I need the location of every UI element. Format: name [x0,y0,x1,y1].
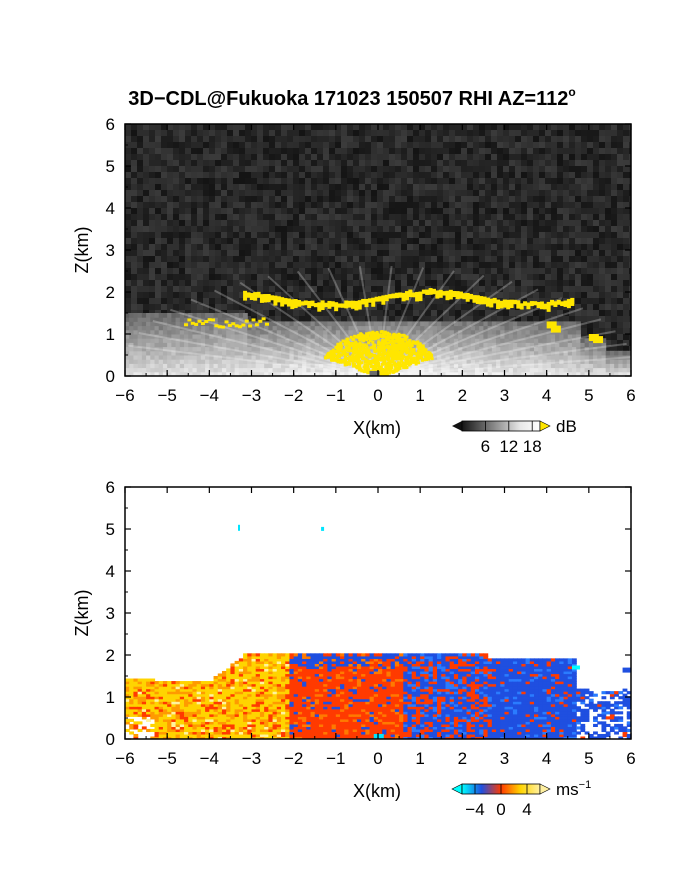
x-tick-label: 0 [373,386,382,405]
colorbar-high-arrow [539,783,551,795]
x-tick-label: 4 [542,386,551,405]
x-tick-label: −6 [115,386,134,405]
x-tick-label: −3 [242,749,261,768]
y-tick-label: 5 [106,157,115,176]
colorbar-tick-label: 18 [523,437,542,456]
x-tick-label: −1 [326,386,345,405]
colorbar-gradient [461,420,541,432]
x-tick-label: 4 [542,749,551,768]
chart-title: 3D−CDL@Fukuoka 171023 150507 RHI AZ=112o [128,85,575,110]
reflectivity-echo [125,266,631,376]
x-tick-label: 2 [458,386,467,405]
x-tick-label: −1 [326,749,345,768]
y-tick-label: 4 [106,562,115,581]
colorbar-low-arrow [452,421,462,431]
x-tick-label: −5 [157,749,176,768]
colorbar-unit: dB [556,417,577,436]
x-tick-label: −4 [200,749,219,768]
x-tick-label: −3 [242,386,261,405]
y-tick-label: 0 [106,730,115,749]
x-tick-label: 5 [584,386,593,405]
x-tick-label: 3 [500,386,509,405]
x-tick-label: −6 [115,749,134,768]
colorbar-low-arrow [451,783,463,795]
x-tick-label: −2 [284,749,303,768]
x-tick-label: −4 [200,386,219,405]
x-tick-label: −5 [157,386,176,405]
x-tick-label: −2 [284,386,303,405]
colorbar-tick-label: 4 [522,800,531,819]
title-degree-mark: o [568,85,575,99]
y-tick-label: 1 [106,325,115,344]
y-tick-label: 4 [106,199,115,218]
x-tick-label: 5 [584,749,593,768]
velocity-xlabel: X(km) [353,781,401,801]
y-tick-label: 3 [106,604,115,623]
velocity-colorbar: −4 0 4 ms−1 [451,779,591,819]
colorbar-ticks: −4 0 4 [465,784,532,819]
velocity-ylabel: Z(km) [72,590,92,637]
x-tick-label: 2 [458,749,467,768]
reflectivity-xlabel: X(km) [353,418,401,438]
y-tick-label: 6 [106,115,115,134]
colorbar-ticks: 6 12 18 [481,421,542,456]
y-tick-label: 3 [106,241,115,260]
x-tick-label: 1 [415,386,424,405]
y-tick-label: 5 [106,520,115,539]
x-tick-label: 6 [626,749,635,768]
colorbar-unit: ms−1 [556,779,591,799]
x-tick-label: 1 [415,749,424,768]
y-tick-label: 2 [106,646,115,665]
reflectivity-colorbar: 6 12 18 dB [452,417,577,456]
y-tick-label: 1 [106,688,115,707]
y-tick-label: 0 [106,367,115,386]
colorbar-high-arrow [539,420,551,432]
x-tick-label: 6 [626,386,635,405]
x-tick-label: 3 [500,749,509,768]
y-tick-label: 6 [106,478,115,497]
reflectivity-axes: −6 −5 −4 −3 −2 −1 0 1 2 3 4 5 6 0 1 2 3 4 5 6 [106,115,636,405]
x-tick-label: 0 [373,749,382,768]
velocity-panel: −6 −5 −4 −3 −2 −1 0 1 2 3 4 5 6 0 1 2 3 4 5 6 X(km) Z(km) −… [72,478,636,819]
colorbar-tick-label: −4 [465,800,484,819]
colorbar-tick-label: 0 [496,800,505,819]
colorbar-tick-label: 6 [481,437,490,456]
velocity-axes: −6 −5 −4 −3 −2 −1 0 1 2 3 4 5 6 0 1 2 3 4 5 6 [106,478,636,768]
reflectivity-ylabel: Z(km) [72,227,92,274]
velocity-echo [125,524,631,739]
colorbar-tick-label: 12 [499,437,518,456]
y-tick-label: 2 [106,283,115,302]
